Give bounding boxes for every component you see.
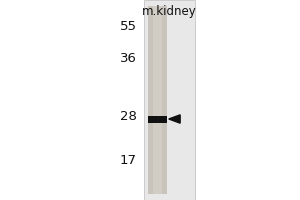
Text: m.kidney: m.kidney xyxy=(142,4,197,18)
Bar xyxy=(153,6,162,194)
Text: 55: 55 xyxy=(119,21,136,33)
Polygon shape xyxy=(169,115,180,123)
Bar xyxy=(148,116,167,122)
Bar xyxy=(148,6,167,194)
Text: 36: 36 xyxy=(120,52,136,66)
Text: 17: 17 xyxy=(119,154,136,166)
Text: 28: 28 xyxy=(120,110,136,123)
Bar xyxy=(144,0,195,200)
